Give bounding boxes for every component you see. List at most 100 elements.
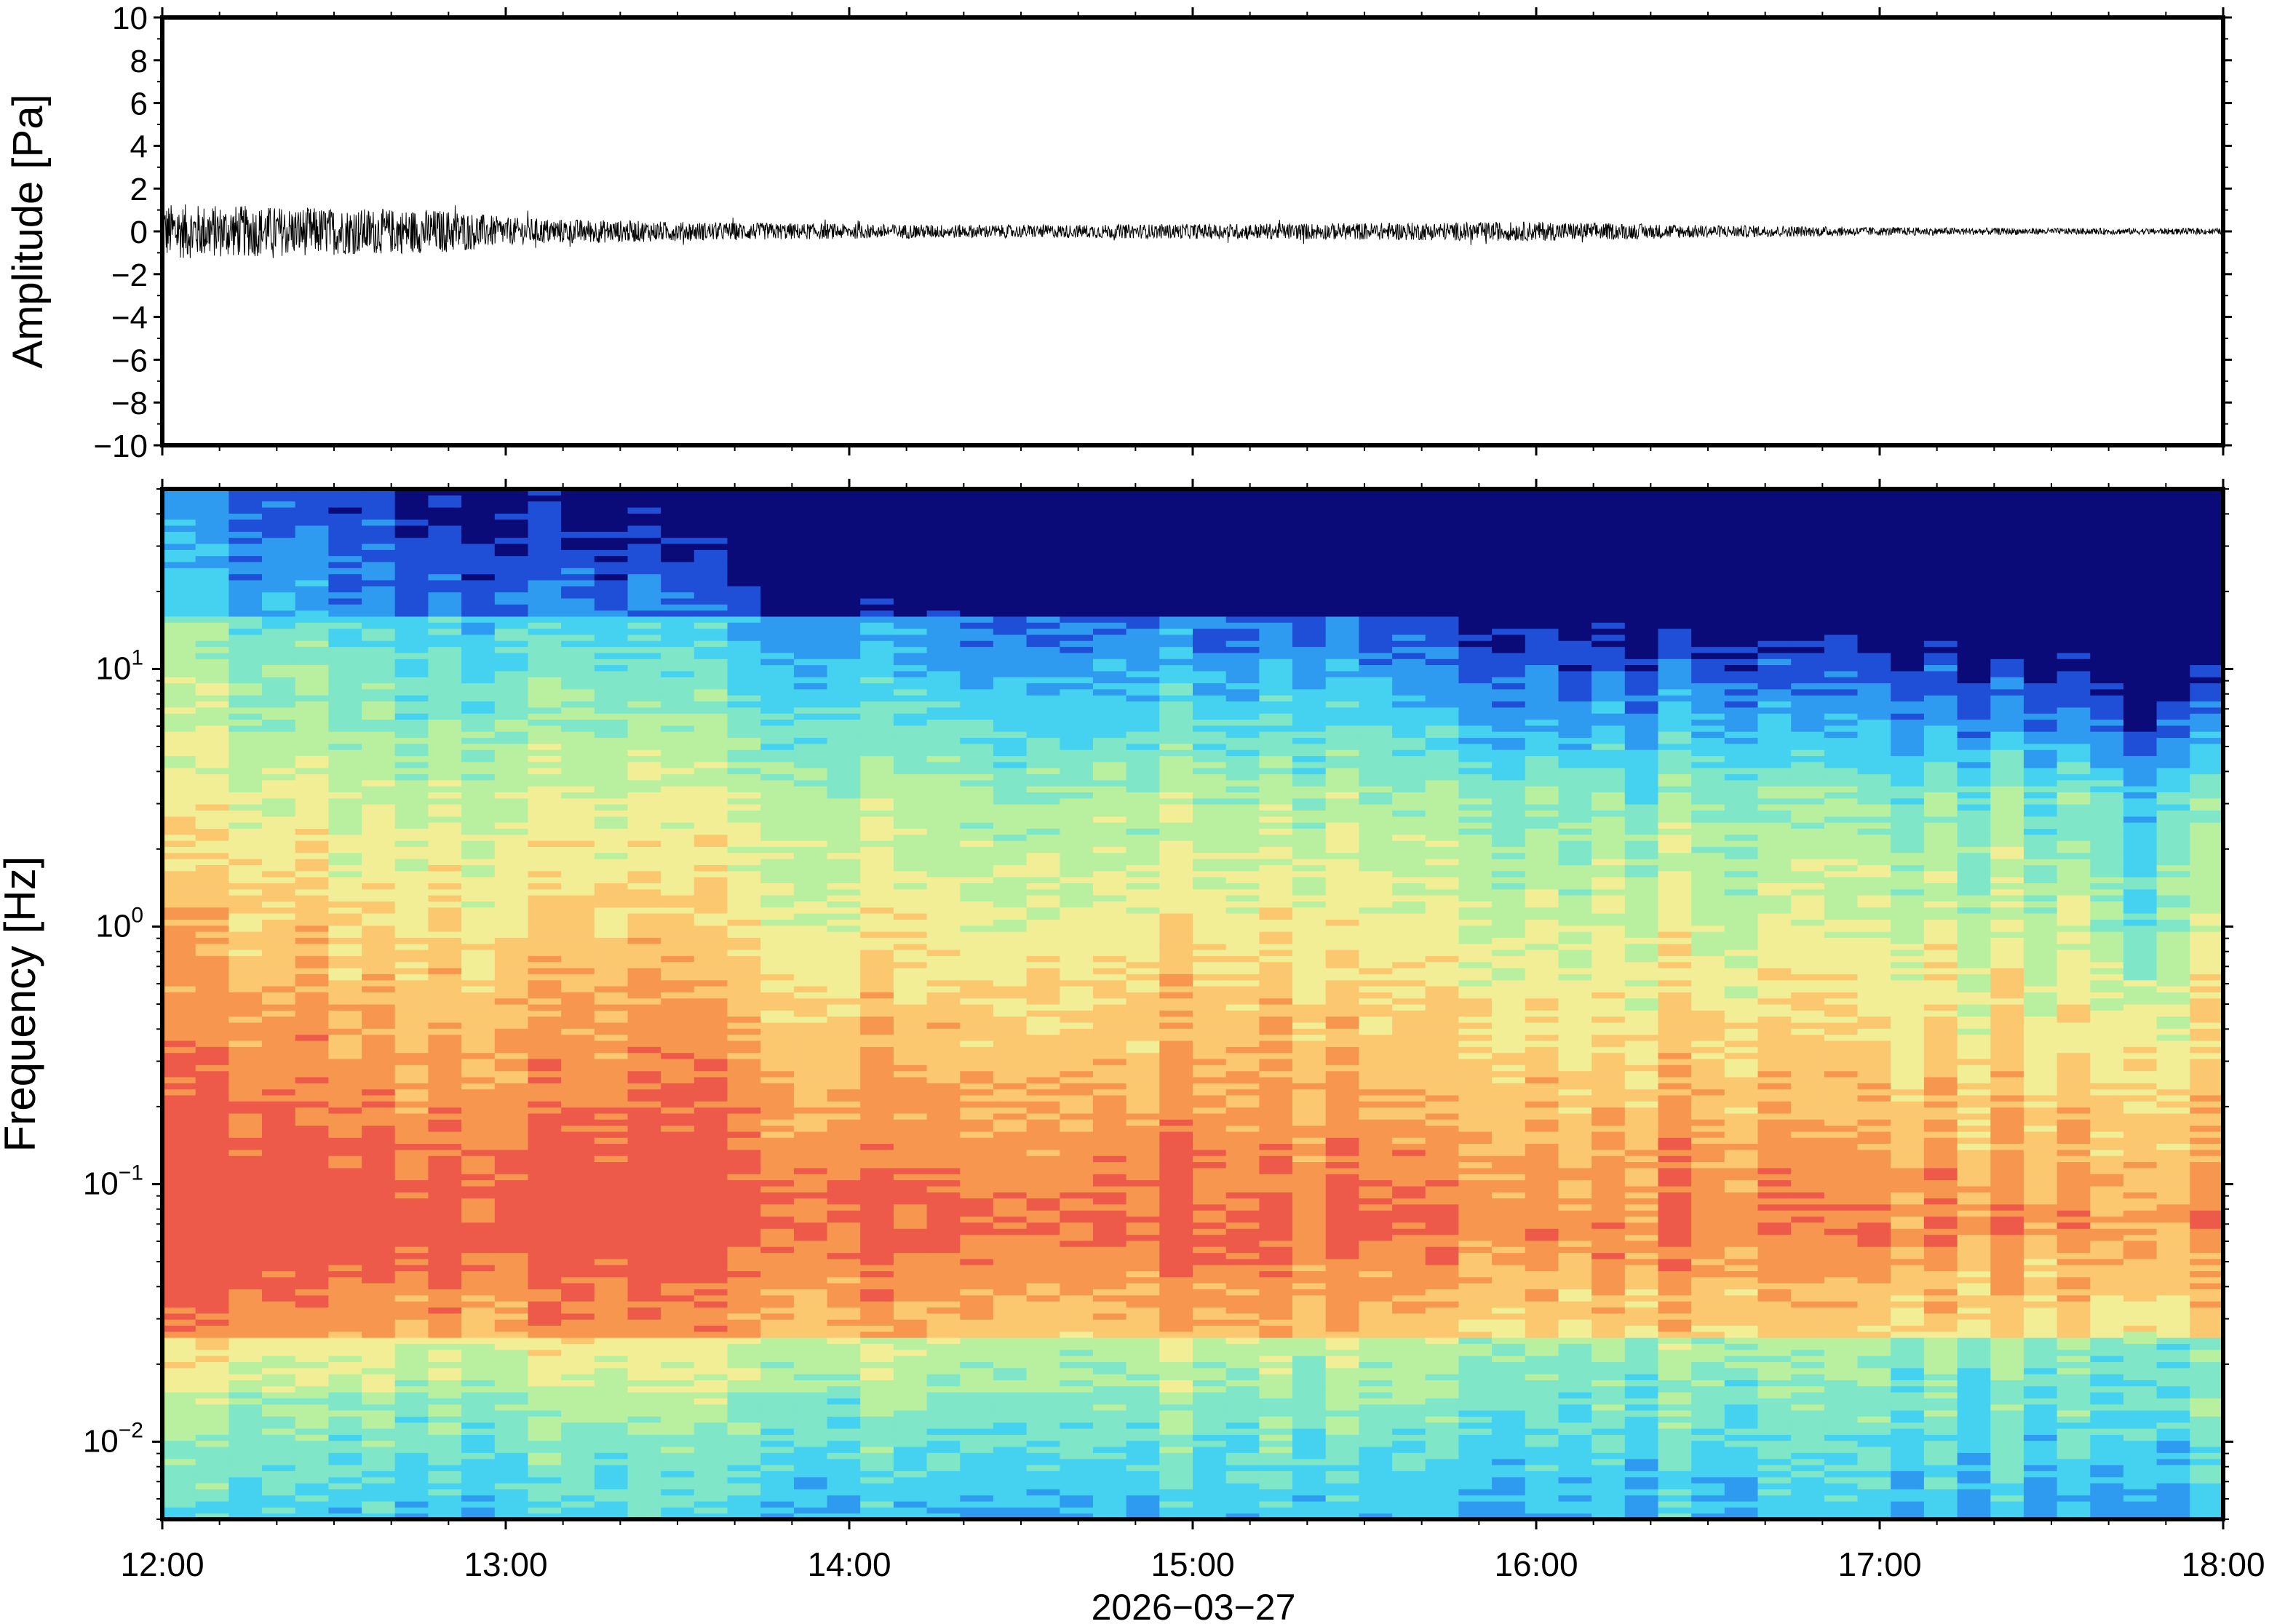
spectrogram-cell [1093,1131,1127,1138]
spectrogram-cell [1060,519,1094,526]
spectrogram-cell [162,816,196,823]
spectrogram-cell [428,1004,462,1011]
spectrogram-cell [362,974,396,981]
spectrogram-cell [561,1034,595,1041]
spectrogram-cell [295,913,329,920]
spectrogram-cell [661,1252,695,1259]
spectrogram-cell [627,792,661,799]
spectrogram-cell [727,768,761,775]
amplitude-y-tick-label: 10 [112,1,148,36]
spectrogram-cell [893,834,928,841]
spectrogram-cell [926,1483,961,1489]
spectrogram-cell [195,1016,229,1023]
spectrogram-cell [594,1337,629,1344]
spectrogram-cell [1026,592,1060,599]
spectrogram-cell [627,1258,661,1265]
spectrogram-cell [428,773,462,781]
spectrogram-cell [727,1307,761,1314]
spectrogram-cell [1060,501,1094,508]
spectrogram-cell [262,1216,296,1223]
spectrogram-cell [461,1094,496,1102]
spectrogram-cell [926,931,961,938]
spectrogram-cell [295,1119,329,1126]
spectrogram-cell [328,859,362,865]
spectrogram-cell [760,931,795,938]
spectrogram-cell [428,1446,462,1453]
spectrogram-cell [860,810,894,817]
spectrogram-cell [960,1143,994,1150]
spectrogram-cell [627,1325,661,1332]
spectrogram-cell [860,677,894,684]
spectrogram-cell [262,1046,296,1054]
spectrogram-cell [993,1410,1028,1417]
spectrogram-cell [860,1185,894,1193]
spectrogram-cell [394,950,429,956]
spectrogram-cell [694,713,728,720]
spectrogram-cell [627,877,661,883]
spectrogram-cell [394,1337,429,1344]
spectrogram-cell [295,1319,329,1326]
spectrogram-cell [295,1234,329,1241]
spectrogram-cell [727,828,761,835]
spectrogram-cell [760,537,795,544]
spectrogram-cell [295,1494,329,1502]
spectrogram-cell [428,1125,462,1132]
amplitude-y-tick-label: 4 [130,129,148,164]
spectrogram-cell [195,507,229,514]
spectrogram-cell [428,1203,462,1211]
spectrogram-cell [229,1064,263,1072]
spectrogram-cell [528,586,562,593]
spectrogram-cell [328,646,362,653]
spectrogram-cell [461,1276,496,1283]
spectrogram-cell [328,1458,362,1465]
spectrogram-cell [960,1265,994,1272]
spectrogram-cell [561,792,595,799]
spectrogram-cell [362,1283,396,1290]
spectrogram-cell [295,628,329,635]
spectrogram-cell [195,1040,229,1047]
spectrogram-cell [960,586,994,593]
spectrogram-cell [1026,786,1060,792]
spectrogram-cell [262,1349,296,1356]
spectrogram-cell [494,1410,529,1417]
spectrogram-cell [893,895,928,901]
spectrogram-cell [328,489,362,495]
spectrogram-cell [328,1101,362,1108]
spectrogram-cell [229,895,263,901]
spectrogram-cell [694,1501,728,1508]
spectrogram-cell [362,1161,396,1169]
spectrogram-cell [960,925,994,932]
spectrogram-cell [229,1246,263,1254]
spectrogram-cell [1026,634,1060,641]
spectrogram-cell [229,1476,263,1484]
spectrogram-cell [993,1513,1028,1520]
spectrogram-cell [760,913,795,920]
spectrogram-cell [162,616,196,623]
spectrogram-cell [993,1494,1028,1502]
spectrogram-cell [328,779,362,787]
spectrogram-cell [993,1155,1028,1163]
spectrogram-cell [262,846,296,853]
spectrogram-cell [394,586,429,593]
spectrogram-cell [461,1016,496,1023]
spectrogram-cell [229,658,263,666]
spectrogram-cell [328,877,362,883]
spectrogram-cell [993,998,1028,1005]
spectrogram-cell [362,519,396,526]
spectrogram-cell [528,719,562,726]
spectrogram-cell [694,1307,728,1314]
spectrogram-cell [494,1507,529,1514]
spectrogram-cell [461,852,496,859]
spectrogram-cell [893,695,928,702]
spectrogram-cell [727,1143,761,1150]
spectrogram-cell [362,706,396,714]
spectrogram-cell [1026,1380,1060,1387]
spectrogram-cell [1060,713,1094,720]
spectrogram-cell [661,786,695,792]
spectrogram-cell [793,495,828,502]
spectrogram-cell [494,846,529,853]
spectrogram-cell [960,1276,994,1283]
spectrogram-cell [328,652,362,659]
spectrogram-cell [661,640,695,648]
amplitude-y-tick-label: 2 [130,172,148,207]
